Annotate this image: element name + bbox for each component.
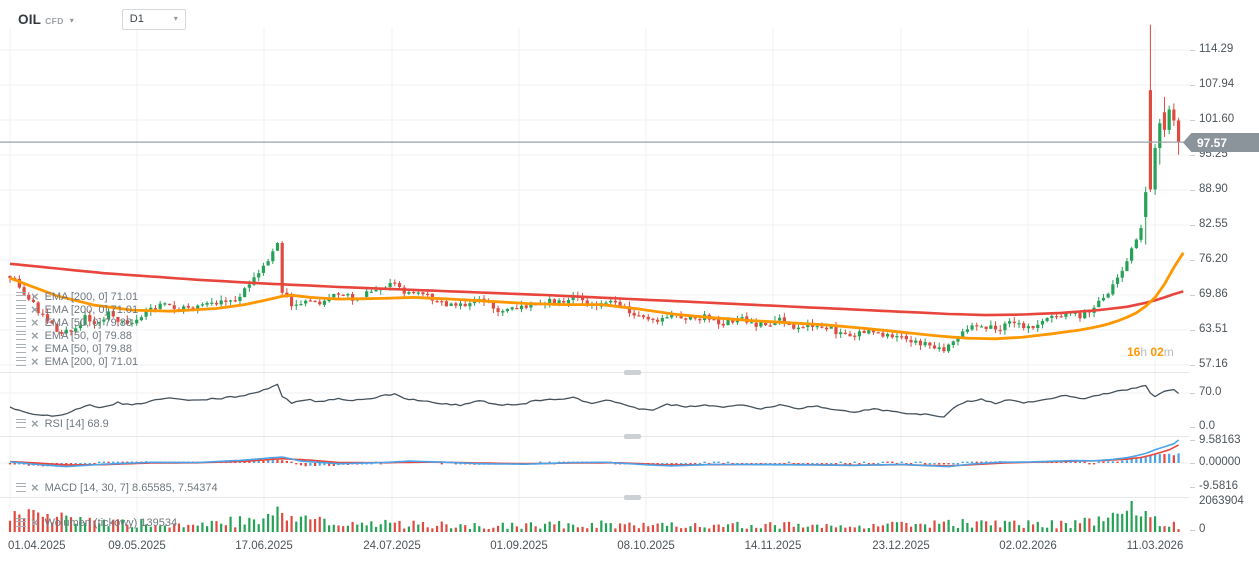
indicator-label: EMA [200, 0] 71.01 xyxy=(44,303,139,316)
price-axis-label: 114.29 xyxy=(1199,43,1234,55)
indicator-settings-icon[interactable] xyxy=(16,357,26,366)
volume-axis-label: 2063904 xyxy=(1199,495,1244,507)
legend-row-macd: × MACD [14, 30, 7] 8.65585, 7.54374 xyxy=(16,481,218,494)
time-axis-label: 17.06.2025 xyxy=(235,540,293,552)
indicator-remove-icon[interactable]: × xyxy=(31,479,39,495)
price-axis-label: 76.20 xyxy=(1199,253,1228,265)
time-axis-label: 01.04.2025 xyxy=(8,540,66,552)
indicator-remove-icon[interactable]: × xyxy=(31,353,39,369)
bar-close-countdown: 16h 02m xyxy=(1127,345,1174,359)
indicator-settings-icon[interactable] xyxy=(16,292,26,301)
indicator-settings-icon[interactable] xyxy=(16,483,26,492)
chart-header: OIL CFD ▾ D1 ▾ xyxy=(18,8,186,30)
rsi-axis-label: 70.0 xyxy=(1199,386,1222,398)
pane-resize-handle[interactable] xyxy=(624,495,641,500)
time-axis-label: 08.10.2025 xyxy=(617,540,675,552)
indicator-remove-icon[interactable]: × xyxy=(31,301,39,317)
timeframe-value: D1 xyxy=(129,13,144,25)
pane-resize-handle[interactable] xyxy=(624,370,641,375)
price-axis-label: 57.16 xyxy=(1199,358,1228,370)
legend-row-rsi: × RSI [14] 68.9 xyxy=(16,417,109,430)
indicator-remove-icon[interactable]: × xyxy=(31,415,39,431)
legend-row-ema: × EMA [50, 0] 79.88 xyxy=(16,316,132,329)
time-axis-label: 02.02.2026 xyxy=(999,540,1057,552)
time-axis-label: 11.03.2026 xyxy=(1126,540,1184,552)
legend-row-ema: × EMA [200, 0] 71.01 xyxy=(16,303,138,316)
pane-divider xyxy=(0,497,1190,498)
price-chart-canvas[interactable] xyxy=(0,0,1190,535)
price-axis-label: 88.90 xyxy=(1199,183,1228,195)
indicator-label: EMA [200, 0] 71.01 xyxy=(44,355,139,368)
countdown-hours: 16 xyxy=(1127,345,1141,359)
rsi-axis-label: 0.0 xyxy=(1199,420,1215,432)
price-axis-label: 69.86 xyxy=(1199,288,1228,300)
indicator-remove-icon[interactable]: × xyxy=(31,327,39,343)
chevron-down-icon: ▾ xyxy=(173,13,178,23)
macd-axis-label: -9.5816 xyxy=(1199,480,1239,492)
price-axis[interactable]: 114.29 107.94 101.60 95.25 88.90 82.55 7… xyxy=(1190,0,1259,535)
indicator-settings-icon[interactable] xyxy=(16,518,26,527)
indicator-label: EMA [50, 0] 79.88 xyxy=(44,342,133,355)
time-axis-label: 23.12.2025 xyxy=(872,540,930,552)
symbol-name: OIL xyxy=(18,11,42,27)
indicator-remove-icon[interactable]: × xyxy=(31,288,39,304)
legend-row-ema: × EMA [50, 0] 79.88 xyxy=(16,342,132,355)
indicator-remove-icon[interactable]: × xyxy=(31,314,39,330)
pane-divider xyxy=(0,372,1190,373)
indicator-label: RSI [14] 68.9 xyxy=(44,417,109,430)
indicator-label: EMA [200, 0] 71.01 xyxy=(44,290,139,303)
pane-divider xyxy=(0,436,1190,437)
timeframe-dropdown[interactable]: D1 ▾ xyxy=(121,8,186,30)
symbol-selector[interactable]: OIL CFD ▾ xyxy=(18,12,74,27)
indicator-remove-icon[interactable]: × xyxy=(31,514,39,530)
indicator-label: MACD [14, 30, 7] 8.65585, 7.54374 xyxy=(44,481,218,494)
price-axis-label: 82.55 xyxy=(1199,218,1228,230)
time-axis-label: 14.11.2025 xyxy=(744,540,802,552)
time-axis-label: 01.09.2025 xyxy=(490,540,548,552)
indicator-settings-icon[interactable] xyxy=(16,305,26,314)
time-axis-label: 24.07.2025 xyxy=(363,540,421,552)
volume-axis-label: 0 xyxy=(1199,523,1206,535)
pane-resize-handle[interactable] xyxy=(624,434,641,439)
indicator-settings-icon[interactable] xyxy=(16,331,26,340)
legend-row-ema: × EMA [50, 0] 79.88 xyxy=(16,329,132,342)
indicator-label: Wolumen (tickowy) 139534 xyxy=(44,516,178,529)
macd-axis-label: 0.00000 xyxy=(1199,456,1241,468)
indicator-label: EMA [50, 0] 79.88 xyxy=(44,316,133,329)
indicator-settings-icon[interactable] xyxy=(16,419,26,428)
price-axis-label: 63.51 xyxy=(1199,323,1228,335)
legend-row-ema: × EMA [200, 0] 71.01 xyxy=(16,355,138,368)
market-type-label: CFD xyxy=(45,15,64,26)
time-axis-label: 09.05.2025 xyxy=(108,540,166,552)
price-axis-label: 101.60 xyxy=(1199,113,1235,125)
indicator-remove-icon[interactable]: × xyxy=(31,340,39,356)
current-price-badge: 97.57 xyxy=(1183,133,1259,152)
indicator-settings-icon[interactable] xyxy=(16,344,26,353)
legend-row-volume: × Wolumen (tickowy) 139534 xyxy=(16,516,177,529)
macd-axis-label: 9.58163 xyxy=(1199,434,1241,446)
countdown-minutes: 02 xyxy=(1150,345,1164,359)
current-price-value: 97.57 xyxy=(1197,135,1228,150)
chevron-down-icon: ▾ xyxy=(69,15,74,25)
indicator-label: EMA [50, 0] 79.88 xyxy=(44,329,133,342)
price-axis-label: 107.94 xyxy=(1199,78,1235,90)
indicator-settings-icon[interactable] xyxy=(16,318,26,327)
legend-row-ema: × EMA [200, 0] 71.01 xyxy=(16,290,138,303)
